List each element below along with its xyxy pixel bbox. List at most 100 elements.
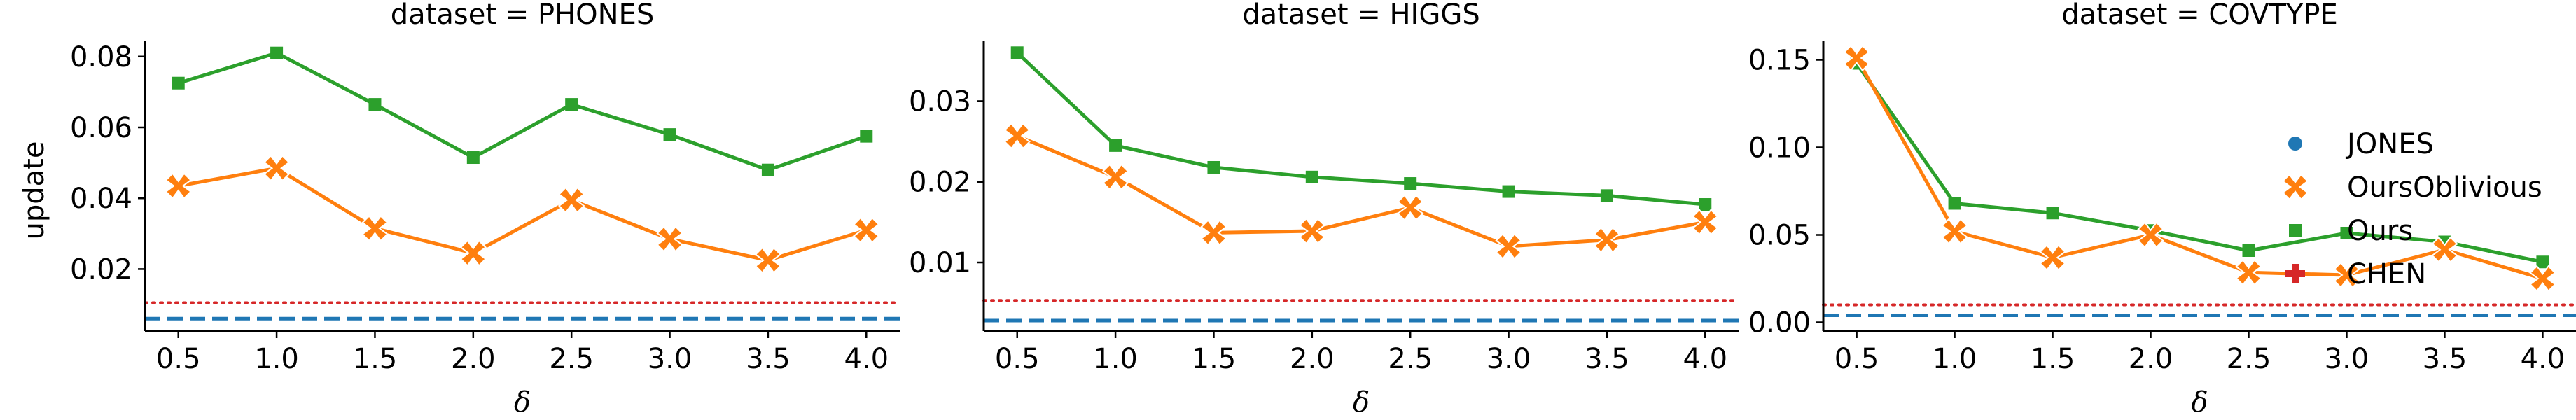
x-tick-label: 0.5 — [156, 343, 201, 375]
x-tick-label: 1.5 — [353, 343, 398, 375]
oursoblivious-point — [459, 239, 487, 267]
oursoblivious-series-line — [178, 166, 868, 262]
y-tick-label: 0.02 — [70, 253, 132, 286]
oursoblivious-point — [2039, 244, 2066, 272]
ours-point — [1207, 160, 1220, 174]
oursoblivious-point — [1495, 232, 1522, 260]
oursoblivious-point — [1593, 226, 1621, 254]
x-tick-label: 2.5 — [549, 343, 594, 375]
x-tick-label: 3.5 — [2423, 343, 2467, 375]
ours-point — [270, 46, 284, 59]
legend-entry-oursoblivious: OursOblivious — [2281, 172, 2542, 204]
y-tick-label: 0.10 — [1748, 132, 1811, 164]
oursoblivious-point — [165, 172, 192, 200]
ours-point — [1502, 185, 1515, 198]
oursoblivious-point — [557, 186, 585, 214]
ours-point — [2242, 244, 2255, 257]
legend-label: CHEN — [2347, 258, 2426, 290]
ours-point — [1010, 46, 1024, 59]
oursoblivious-point — [361, 214, 389, 242]
legend-entry-jones: JONES — [2288, 128, 2434, 160]
ours-point — [2340, 227, 2353, 239]
ours-point — [1305, 170, 1318, 183]
oursoblivious-series-line — [1855, 57, 2544, 281]
oursoblivious-point — [2333, 261, 2360, 289]
legend: JONES OursOblivious Ours CHEN — [2281, 128, 2542, 290]
x-tick-label: 2.5 — [2227, 343, 2271, 375]
panel-title: dataset = HIGGS — [1242, 0, 1480, 31]
y-tick-label: 0.02 — [909, 167, 971, 199]
ours-point — [2536, 255, 2549, 269]
x-tick-label: 3.0 — [1487, 343, 1531, 375]
x-axis-label: δ — [514, 386, 531, 419]
oursoblivious-point — [1396, 194, 1424, 221]
x-tick-label: 1.0 — [254, 343, 299, 375]
x-tick-label: 0.5 — [1834, 343, 1879, 375]
ours-point — [1109, 139, 1122, 152]
oursoblivious-point — [2529, 265, 2556, 293]
x-tick-label: 4.0 — [1683, 343, 1727, 375]
x-tick-label: 2.5 — [1388, 343, 1433, 375]
ours-point — [172, 76, 185, 90]
oursoblivious-point — [853, 216, 880, 244]
jones-legend-marker — [2288, 136, 2302, 150]
oursoblivious-point — [2235, 258, 2262, 286]
oursoblivious-legend-marker — [2281, 173, 2309, 201]
ours-point — [466, 151, 480, 164]
ours-series-line — [1855, 62, 2543, 264]
x-tick-label: 1.5 — [2031, 343, 2075, 375]
y-tick-label: 0.00 — [1748, 307, 1811, 340]
x-tick-label: 3.5 — [746, 343, 791, 375]
oursoblivious-point — [656, 225, 683, 253]
y-axis-label: update — [18, 141, 50, 240]
ours-point — [860, 130, 873, 143]
oursoblivious-series-line — [1016, 134, 1706, 248]
ours-point — [1699, 198, 1712, 211]
ours-point — [1600, 189, 1613, 202]
x-tick-label: 2.0 — [1290, 343, 1335, 375]
x-tick-label: 3.5 — [1585, 343, 1629, 375]
ours-point — [368, 98, 382, 111]
y-tick-label: 0.05 — [1748, 220, 1811, 252]
legend-label: JONES — [2345, 128, 2434, 160]
ours-legend-marker — [2289, 224, 2302, 237]
oursoblivious-point — [2431, 236, 2458, 264]
chen-legend-marker — [2285, 264, 2305, 284]
ours-point — [761, 163, 774, 176]
legend-entry-chen: CHEN — [2285, 258, 2426, 290]
y-tick-label: 0.01 — [909, 247, 971, 279]
panel-title: dataset = PHONES — [391, 0, 654, 31]
y-tick-label: 0.08 — [70, 41, 132, 74]
panel-title: dataset = COVTYPE — [2061, 0, 2338, 31]
ours-series-line — [177, 51, 868, 172]
oursoblivious-point — [1298, 217, 1326, 245]
x-tick-label: 1.0 — [1093, 343, 1138, 375]
oursoblivious-point — [1101, 163, 1129, 191]
x-tick-label: 1.5 — [1192, 343, 1237, 375]
x-tick-label: 2.0 — [2129, 343, 2173, 375]
x-tick-label: 3.0 — [648, 343, 692, 375]
x-tick-label: 2.0 — [451, 343, 496, 375]
oursoblivious-point — [263, 154, 291, 182]
oursoblivious-point — [1941, 218, 1968, 245]
legend-entry-ours: Ours — [2289, 215, 2413, 247]
oursoblivious-point — [1843, 44, 1870, 72]
ours-point — [2046, 206, 2059, 220]
y-tick-label: 0.06 — [70, 112, 132, 144]
y-tick-label: 0.03 — [909, 85, 971, 118]
x-tick-label: 0.5 — [995, 343, 1040, 375]
chart-panels: dataset = PHONES 0.5 1.0 1.5 2.0 2.5 3.0 3.5 4.0… — [70, 0, 2576, 419]
y-tick-label: 0.04 — [70, 183, 132, 215]
chart-panel-1: dataset = PHONES 0.5 1.0 1.5 2.0 2.5 3.0 3.5 4.0… — [70, 0, 901, 419]
ours-series-line — [1016, 51, 1706, 206]
x-tick-label: 4.0 — [2521, 343, 2565, 375]
x-tick-label: 3.0 — [2325, 343, 2369, 375]
ours-point — [565, 98, 578, 111]
oursoblivious-point — [754, 246, 782, 274]
oursoblivious-point — [2137, 221, 2164, 248]
x-axis-label: δ — [1353, 386, 1370, 419]
legend-label: OursOblivious — [2347, 172, 2542, 204]
legend-label: Ours — [2347, 215, 2413, 247]
ours-point — [1404, 177, 1417, 190]
